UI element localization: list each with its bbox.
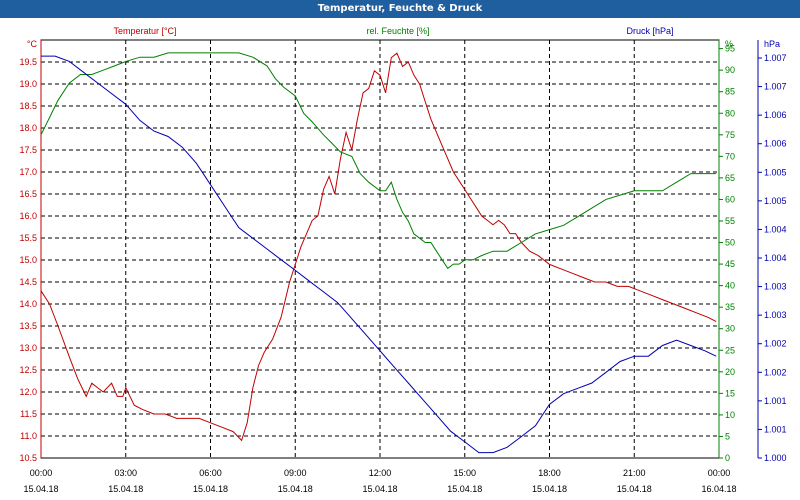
hum-tick-label: 75 <box>725 130 735 140</box>
hum-tick-label: 50 <box>725 238 735 248</box>
hum-tick-label: 20 <box>725 367 735 377</box>
temp-tick-label: 13.5 <box>19 321 37 331</box>
x-tick-time: 03:00 <box>114 468 137 478</box>
hum-tick-label: 40 <box>725 281 735 291</box>
temp-tick-label: 13.0 <box>19 343 37 353</box>
temp-tick-label: 17.0 <box>19 167 37 177</box>
temp-tick-label: 11.5 <box>20 409 37 419</box>
hum-tick-label: 25 <box>725 345 735 355</box>
series-line-temp <box>40 52 717 442</box>
hum-tick-label: 45 <box>725 259 735 269</box>
x-tick-time: 00:00 <box>30 468 53 478</box>
temp-tick-label: 15.0 <box>19 255 37 265</box>
pres-tick-label: 1.006 <box>764 110 787 120</box>
temp-tick-label: 10.5 <box>19 453 37 463</box>
hum-tick-label: 0 <box>725 453 730 463</box>
hum-tick-label: 85 <box>725 87 735 97</box>
window-title: Temperatur, Feuchte & Druck <box>0 0 800 18</box>
temp-tick-label: 11.0 <box>20 431 37 441</box>
grid <box>41 40 719 458</box>
x-tick-time: 15:00 <box>453 468 476 478</box>
x-tick-time: 06:00 <box>199 468 222 478</box>
hum-axis-title: rel. Feuchte [%] <box>366 26 429 36</box>
hum-tick-label: 70 <box>725 151 735 161</box>
temp-tick-label: 17.5 <box>19 145 37 155</box>
pres-tick-label: 1.003 <box>764 310 787 320</box>
pres-tick-label: 1.007 <box>764 82 787 92</box>
x-tick-time: 12:00 <box>369 468 392 478</box>
hum-tick-label: 95 <box>725 44 735 54</box>
x-tick-time: 18:00 <box>538 468 561 478</box>
pres-tick-label: 1.004 <box>764 253 787 263</box>
temp-tick-label: 14.0 <box>19 299 37 309</box>
series-lines <box>40 52 717 454</box>
hum-tick-label: 35 <box>725 302 735 312</box>
series-line-hum <box>40 52 717 270</box>
hum-tick-label: 65 <box>725 173 735 183</box>
temp-tick-label: 14.5 <box>19 277 37 287</box>
temp-unit: °C <box>27 39 38 49</box>
pres-axis-title: Druck [hPa] <box>626 26 673 36</box>
series-line-pres <box>41 55 717 454</box>
temp-tick-label: 12.0 <box>19 387 37 397</box>
x-tick-time: 21:00 <box>623 468 646 478</box>
plot-border <box>40 39 720 459</box>
pres-tick-label: 1.000 <box>764 453 787 463</box>
pres-tick-label: 1.001 <box>764 424 787 434</box>
x-tick-time: 00:00 <box>708 468 731 478</box>
temp-tick-label: 15.5 <box>19 233 37 243</box>
x-tick-date: 15.04.18 <box>193 484 228 494</box>
temp-tick-label: 19.5 <box>19 57 37 67</box>
pres-unit: hPa <box>764 39 780 49</box>
hum-tick-label: 5 <box>725 431 730 441</box>
hum-unit: % <box>725 39 733 49</box>
temp-tick-label: 18.5 <box>19 101 37 111</box>
x-tick-date: 15.04.18 <box>532 484 567 494</box>
x-tick-date: 15.04.18 <box>108 484 143 494</box>
hum-tick-label: 30 <box>725 324 735 334</box>
temp-tick-label: 18.0 <box>19 123 37 133</box>
x-tick-date: 15.04.18 <box>23 484 58 494</box>
x-tick-date: 15.04.18 <box>278 484 313 494</box>
temp-axis-title: Temperatur [°C] <box>113 26 176 36</box>
x-tick-date: 15.04.18 <box>362 484 397 494</box>
hum-tick-label: 10 <box>725 410 735 420</box>
pres-tick-label: 1.002 <box>764 339 787 349</box>
x-tick-date: 15.04.18 <box>447 484 482 494</box>
x-tick-date: 16.04.18 <box>701 484 736 494</box>
pres-tick-label: 1.005 <box>764 167 787 177</box>
hum-tick-label: 55 <box>725 216 735 226</box>
temp-tick-label: 12.5 <box>19 365 37 375</box>
temp-tick-label: 19.0 <box>19 79 37 89</box>
hum-tick-label: 15 <box>725 388 735 398</box>
pres-tick-label: 1.007 <box>764 53 787 63</box>
pres-tick-label: 1.001 <box>764 396 787 406</box>
x-tick-time: 09:00 <box>284 468 307 478</box>
temp-tick-label: 16.0 <box>19 211 37 221</box>
pres-tick-label: 1.003 <box>764 282 787 292</box>
x-tick-date: 15.04.18 <box>617 484 652 494</box>
hum-tick-label: 60 <box>725 194 735 204</box>
pres-tick-label: 1.006 <box>764 139 787 149</box>
axes: 00:00 15.04.18 03:00 15.04.18 06:00 15.04.18 0… <box>19 26 786 494</box>
pres-tick-label: 1.004 <box>764 224 787 234</box>
plot-frame <box>40 39 720 459</box>
hum-tick-label: 90 <box>725 65 735 75</box>
hum-tick-label: 80 <box>725 108 735 118</box>
temp-tick-label: 16.5 <box>19 189 37 199</box>
pres-tick-label: 1.005 <box>764 196 787 206</box>
pres-tick-label: 1.002 <box>764 367 787 377</box>
